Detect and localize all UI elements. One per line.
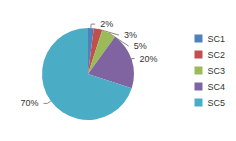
svg-text:SC2: SC2 (207, 50, 225, 60)
svg-text:SC3: SC3 (207, 66, 225, 76)
svg-text:SC1: SC1 (207, 34, 225, 44)
svg-text:70%: 70% (21, 98, 39, 108)
svg-text:SC5: SC5 (207, 98, 225, 108)
svg-text:20%: 20% (140, 54, 158, 64)
svg-text:3%: 3% (124, 30, 137, 40)
svg-text:SC4: SC4 (207, 82, 225, 92)
svg-text:5%: 5% (134, 41, 147, 51)
svg-text:2%: 2% (100, 19, 113, 29)
